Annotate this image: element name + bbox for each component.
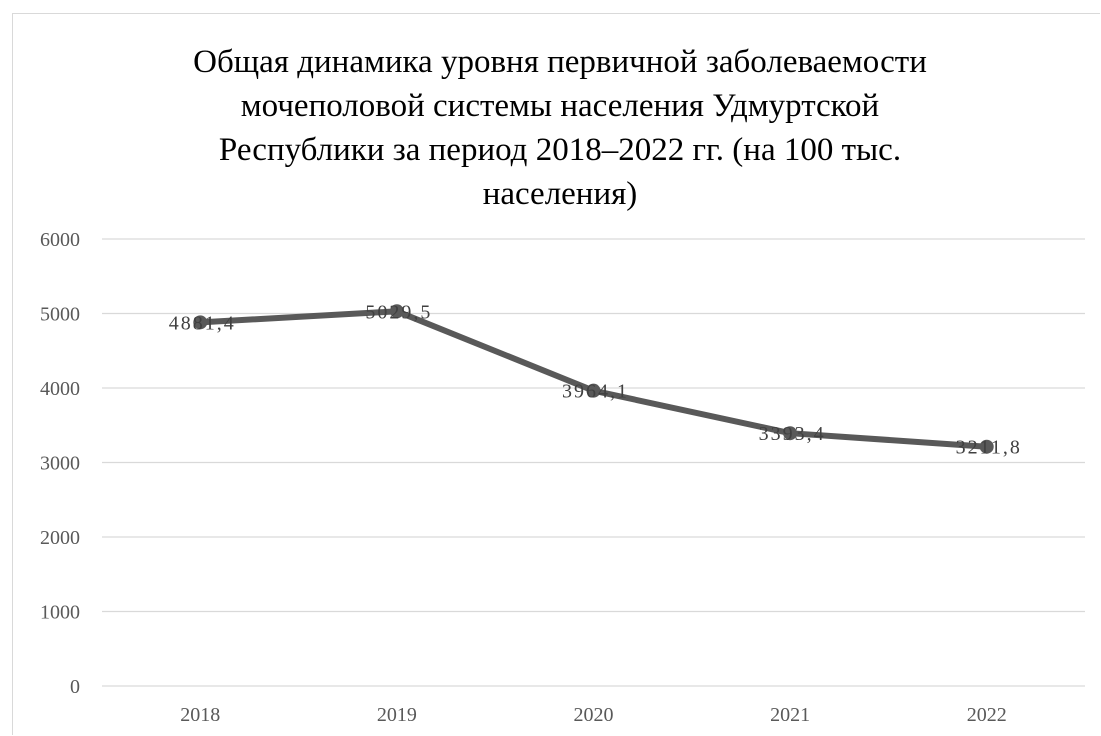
- x-tick-label-2021: 2021: [770, 704, 810, 726]
- y-tick-label-6000: 6000: [40, 229, 80, 251]
- y-tick-label-1000: 1000: [40, 602, 80, 624]
- series-line: [200, 311, 986, 446]
- data-label-2019: 5029,5: [365, 301, 432, 323]
- y-tick-label-5000: 5000: [40, 304, 80, 326]
- y-tick-label-0: 0: [70, 676, 80, 698]
- x-tick-label-2020: 2020: [574, 704, 614, 726]
- data-label-2022: 3211,8: [956, 437, 1022, 459]
- x-tick-label-2019: 2019: [377, 704, 417, 726]
- x-tick-label-2018: 2018: [180, 704, 220, 726]
- y-tick-label-2000: 2000: [40, 527, 80, 549]
- data-label-2021: 3393,4: [759, 423, 826, 445]
- data-label-2018: 4881,4: [169, 312, 236, 334]
- x-tick-label-2022: 2022: [967, 704, 1007, 726]
- y-tick-label-3000: 3000: [40, 453, 80, 475]
- y-tick-label-4000: 4000: [40, 378, 80, 400]
- data-label-2020: 3964,1: [562, 381, 629, 403]
